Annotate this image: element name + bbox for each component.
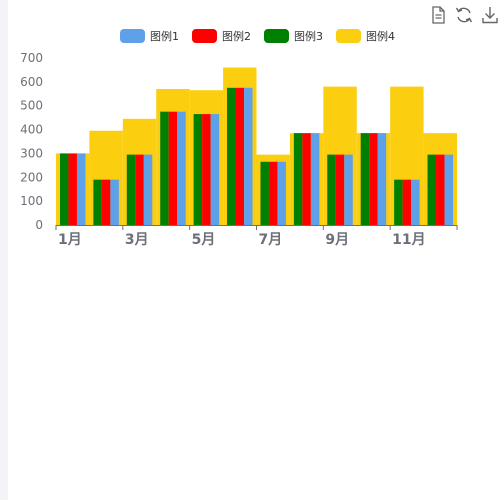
bar-series-3 bbox=[93, 179, 102, 225]
x-tick-label: 11月 bbox=[392, 232, 425, 248]
data-view-icon[interactable] bbox=[428, 5, 448, 25]
bar-series-2 bbox=[335, 154, 345, 225]
legend-label: 图例3 bbox=[294, 30, 323, 43]
bar-series-1 bbox=[177, 111, 186, 225]
bar-series-1 bbox=[244, 87, 253, 225]
bar-series-2 bbox=[369, 133, 378, 225]
y-tick-label: 100 bbox=[20, 194, 43, 208]
y-tick-label: 200 bbox=[20, 170, 43, 184]
bar-series-2 bbox=[68, 153, 77, 225]
legend-label: 图例1 bbox=[150, 30, 179, 43]
bar-series-2 bbox=[235, 87, 245, 225]
bar-series-2 bbox=[268, 161, 278, 225]
y-tick-label: 400 bbox=[20, 123, 43, 137]
bar-series-3 bbox=[360, 133, 370, 225]
legend-item-series-2[interactable]: 图例2 bbox=[192, 28, 251, 44]
bar-series-2 bbox=[436, 154, 445, 225]
legend-swatch bbox=[336, 29, 361, 43]
y-tick-label: 700 bbox=[20, 51, 43, 65]
bar-series-3 bbox=[394, 179, 403, 225]
legend: 图例1 图例2 图例3 图例4 bbox=[120, 28, 408, 44]
x-tick-label: 5月 bbox=[192, 232, 216, 248]
bar-series-2 bbox=[202, 114, 211, 225]
bar-series-1 bbox=[377, 133, 387, 225]
legend-item-series-1[interactable]: 图例1 bbox=[120, 28, 179, 44]
bar-series-3 bbox=[227, 87, 236, 225]
bar-series-1 bbox=[110, 179, 119, 225]
bar-series-2 bbox=[302, 133, 311, 225]
toolbox bbox=[428, 4, 500, 26]
bar-series-1 bbox=[310, 133, 320, 225]
bar-series-2 bbox=[135, 154, 144, 225]
legend-item-series-4[interactable]: 图例4 bbox=[336, 28, 395, 44]
bar-series-3 bbox=[327, 154, 336, 225]
bar-series-3 bbox=[260, 161, 269, 225]
save-image-icon[interactable] bbox=[480, 5, 500, 25]
bar-series-2 bbox=[101, 179, 111, 225]
legend-swatch bbox=[120, 29, 145, 43]
bar-series-1 bbox=[444, 154, 454, 225]
legend-swatch bbox=[192, 29, 217, 43]
x-tick-label: 1月 bbox=[58, 232, 82, 248]
restore-icon[interactable] bbox=[454, 5, 474, 25]
legend-swatch bbox=[264, 29, 289, 43]
legend-label: 图例4 bbox=[366, 30, 395, 43]
y-tick-label: 600 bbox=[20, 75, 43, 89]
bar-series-3 bbox=[59, 153, 69, 225]
bar-series-2 bbox=[168, 111, 178, 225]
bar-series-3 bbox=[126, 154, 136, 225]
y-tick-label: 300 bbox=[20, 146, 43, 160]
bar-series-2 bbox=[402, 179, 412, 225]
bar-series-1 bbox=[143, 154, 153, 225]
bar-series-3 bbox=[193, 114, 203, 225]
bar-series-1 bbox=[277, 161, 286, 225]
x-tick-label: 9月 bbox=[325, 232, 349, 248]
y-tick-label: 0 bbox=[35, 218, 43, 232]
bar-series-1 bbox=[344, 154, 353, 225]
bar-series-1 bbox=[76, 153, 86, 225]
y-tick-label: 500 bbox=[20, 99, 43, 113]
bar-series-3 bbox=[160, 111, 169, 225]
legend-label: 图例2 bbox=[222, 30, 251, 43]
bar-series-3 bbox=[427, 154, 437, 225]
x-tick-label: 7月 bbox=[259, 232, 283, 248]
bar-series-1 bbox=[411, 179, 420, 225]
x-tick-label: 3月 bbox=[125, 232, 149, 248]
bar-series-3 bbox=[293, 133, 303, 225]
legend-item-series-3[interactable]: 图例3 bbox=[264, 28, 323, 44]
bar-series-1 bbox=[210, 114, 220, 225]
